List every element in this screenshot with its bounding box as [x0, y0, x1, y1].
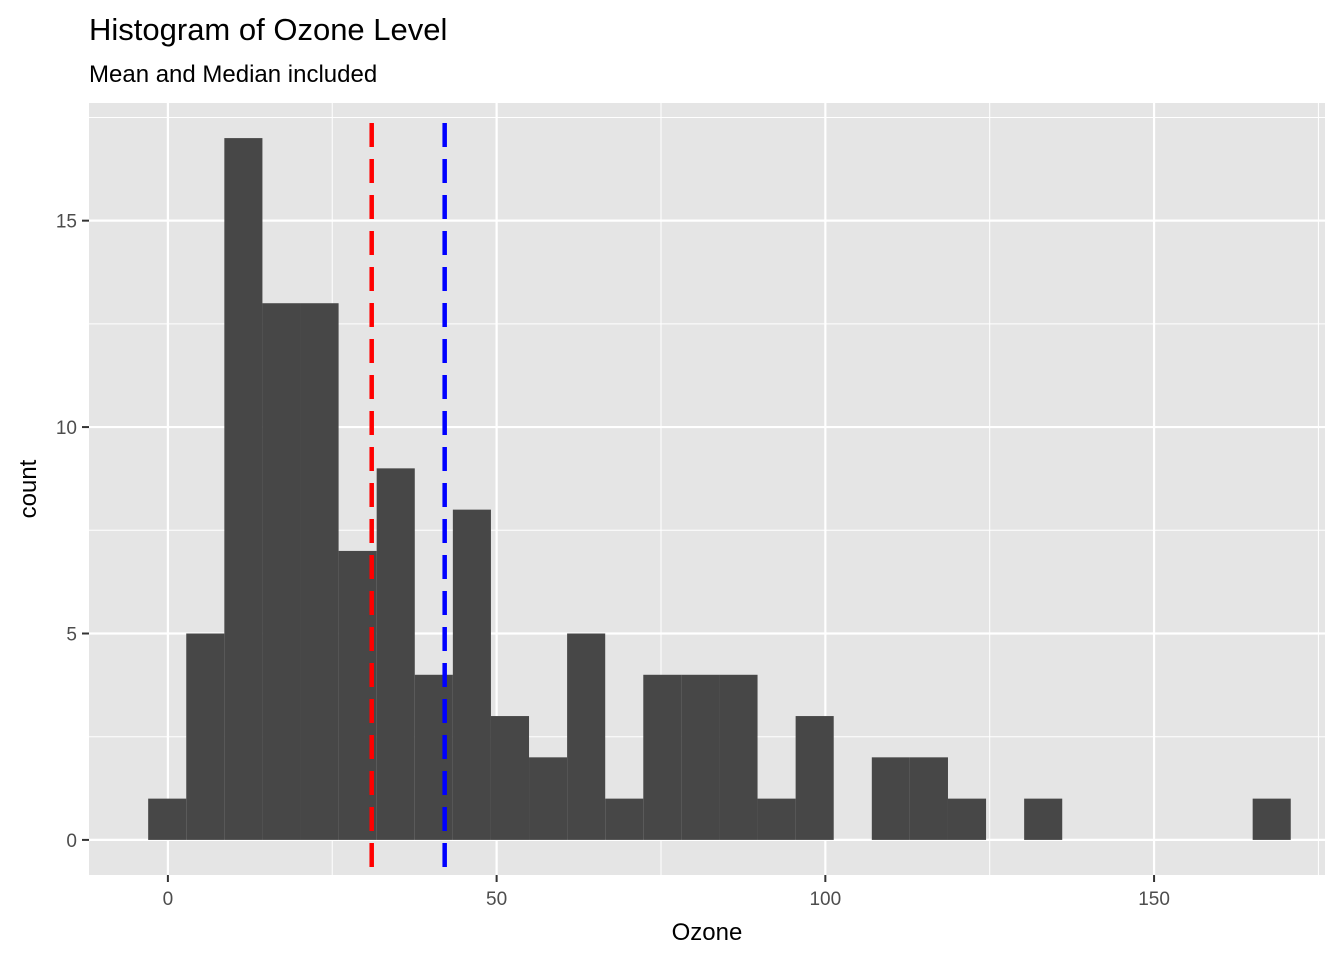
- y-axis: 0 5 10 15: [56, 212, 89, 852]
- y-tick-label: 5: [66, 624, 77, 645]
- x-tick-label: 100: [809, 889, 841, 910]
- histogram-bar: [414, 674, 453, 840]
- chart-title: Histogram of Ozone Level: [89, 12, 447, 47]
- histogram-bar: [262, 303, 301, 840]
- histogram-bar: [148, 798, 187, 840]
- histogram-bar: [529, 757, 568, 840]
- x-tick-label: 50: [486, 889, 507, 910]
- histogram-bar: [300, 303, 339, 840]
- x-tick-label: 150: [1138, 889, 1170, 910]
- histogram-bar: [719, 674, 758, 840]
- histogram-bar: [795, 716, 834, 840]
- histogram-bar: [643, 674, 682, 840]
- histogram-bar: [947, 798, 987, 840]
- histogram-bar: [909, 757, 948, 840]
- minor-grid-lines: [89, 103, 1325, 875]
- histogram-bar: [490, 716, 530, 840]
- y-axis-title: count: [15, 459, 42, 518]
- y-tick-label: 10: [56, 418, 77, 439]
- x-axis: 0 50 100 150: [163, 875, 1170, 910]
- histogram-bar: [1024, 798, 1063, 840]
- reference-lines: [369, 123, 447, 875]
- x-axis-title: Ozone: [672, 919, 743, 946]
- histogram-bars: [148, 138, 1291, 840]
- histogram-bar: [376, 468, 415, 840]
- histogram-bar: [567, 633, 606, 840]
- histogram-bar: [681, 674, 720, 840]
- histogram-bar: [1252, 798, 1291, 840]
- histogram-bar: [452, 509, 491, 840]
- histogram-bar: [605, 798, 644, 840]
- histogram-bar: [224, 138, 263, 840]
- y-tick-label: 15: [56, 212, 77, 233]
- x-tick-label: 0: [163, 889, 174, 910]
- y-tick-label: 0: [66, 831, 77, 852]
- histogram-bar: [871, 757, 910, 840]
- histogram-bar: [757, 798, 796, 840]
- chart-subtitle: Mean and Median included: [89, 61, 377, 88]
- histogram-bar: [186, 633, 225, 840]
